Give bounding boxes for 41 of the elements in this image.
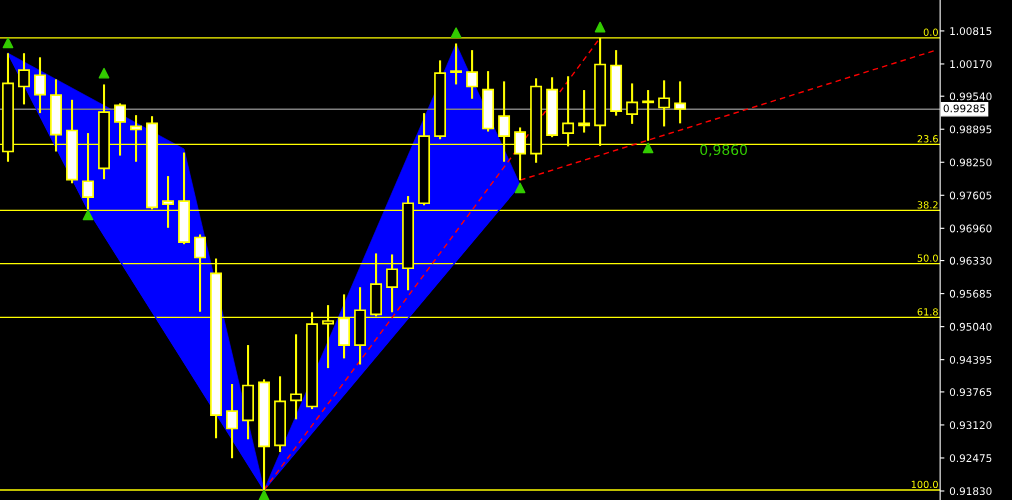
y-tick-label: 1.00815 [950, 27, 992, 36]
point [450, 27, 462, 39]
y-tick-label: 0.95040 [949, 322, 992, 331]
annotation: 61.8 [917, 308, 938, 316]
candlestick [626, 82, 639, 125]
y-tick-label: 0.92475 [949, 454, 992, 463]
candlestick [642, 89, 655, 142]
candlestick [674, 80, 687, 125]
point [258, 489, 270, 500]
candlestick [658, 79, 671, 128]
point [82, 209, 94, 221]
y-tick-label: 0.95685 [949, 289, 992, 298]
annotation: 50.0 [917, 254, 938, 262]
point [98, 67, 110, 79]
y-tick-label: 0.94395 [949, 355, 992, 364]
candlestick [18, 52, 30, 106]
candlestick [450, 42, 463, 86]
point [594, 21, 606, 33]
point [2, 37, 14, 49]
annotation: 100.0 [911, 480, 938, 489]
y-tick-label: 0.91830 [949, 487, 992, 496]
annotation: 0.0 [923, 28, 938, 36]
y-tick-label: 0.96330 [949, 256, 992, 265]
candlestick [290, 333, 303, 421]
point [514, 182, 526, 194]
candlestick [466, 49, 479, 100]
candlestick [34, 56, 46, 115]
annotation: 0,9860 [700, 144, 747, 157]
y-tick-label: 1.00170 [950, 60, 992, 69]
annotation: 23.6 [917, 135, 938, 143]
y-tick-label: 0.98250 [949, 158, 992, 167]
y-tick-label: 0.97605 [949, 191, 992, 200]
y-tick-label: 0.93120 [949, 421, 992, 430]
candlestick [226, 382, 238, 460]
y-tick-label: 0.99540 [949, 92, 992, 101]
y-tick-label: 0.93765 [949, 388, 992, 397]
y-tick-label: 0.98895 [949, 125, 992, 134]
ref-line-label: 0.99285 [943, 104, 986, 113]
annotation: 38.2 [917, 201, 938, 209]
y-tick-label: 0.96960 [949, 224, 992, 233]
point [642, 142, 654, 154]
